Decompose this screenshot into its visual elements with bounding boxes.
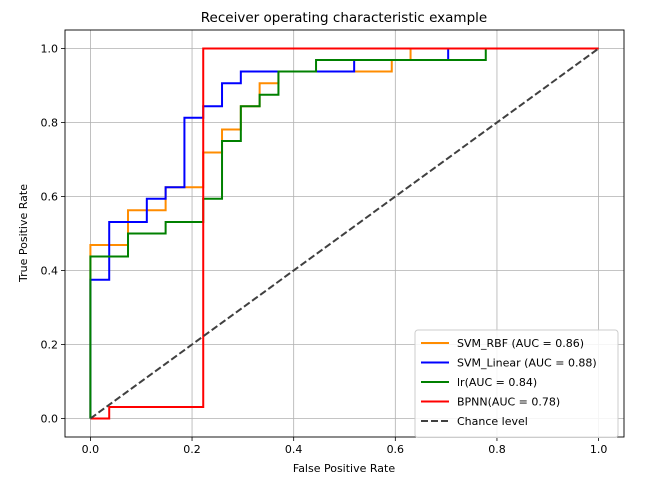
grid [65,30,624,437]
y-tick-label: 0.8 [41,117,59,130]
y-axis-label: True Positive Rate [17,184,30,283]
series-line-4 [89,47,600,420]
series-lines [89,47,600,420]
series-line-3 [90,47,599,420]
x-tick-label: 0.6 [387,443,405,456]
y-tick-label: 0.0 [41,413,59,426]
y-tick-label: 0.2 [41,339,59,352]
chart-title: Receiver operating characteristic exampl… [201,10,487,26]
plot-frame [64,29,625,438]
x-tick-label: 1.0 [590,443,608,456]
x-tick-label: 0.2 [183,443,201,456]
series-line-2 [89,47,599,419]
legend-label: SVM_Linear (AUC = 0.88) [457,357,597,370]
legend-label: lr(AUC = 0.84) [457,376,537,389]
legend-box [414,329,619,438]
y-tick-label: 0.4 [41,265,59,278]
x-tick-label: 0.0 [82,443,100,456]
ticks: 0.0 0.2 0.4 0.6 0.8 1.0 0.0 0.2 0.4 0.6 0.8 1.0 [41,43,608,457]
legend-label: SVM_RBF (AUC = 0.86) [457,337,584,350]
legend: SVM_RBF (AUC = 0.86) SVM_Linear (AUC = 0.… [414,329,619,438]
y-tick-label: 1.0 [41,43,59,56]
x-axis-label: False Positive Rate [293,462,395,475]
y-tick-label: 0.6 [41,191,59,204]
x-tick-label: 0.8 [488,443,506,456]
legend-label: BPNN(AUC = 0.78) [457,396,560,409]
legend-label: Chance level [457,415,528,428]
x-tick-label: 0.4 [285,443,303,456]
